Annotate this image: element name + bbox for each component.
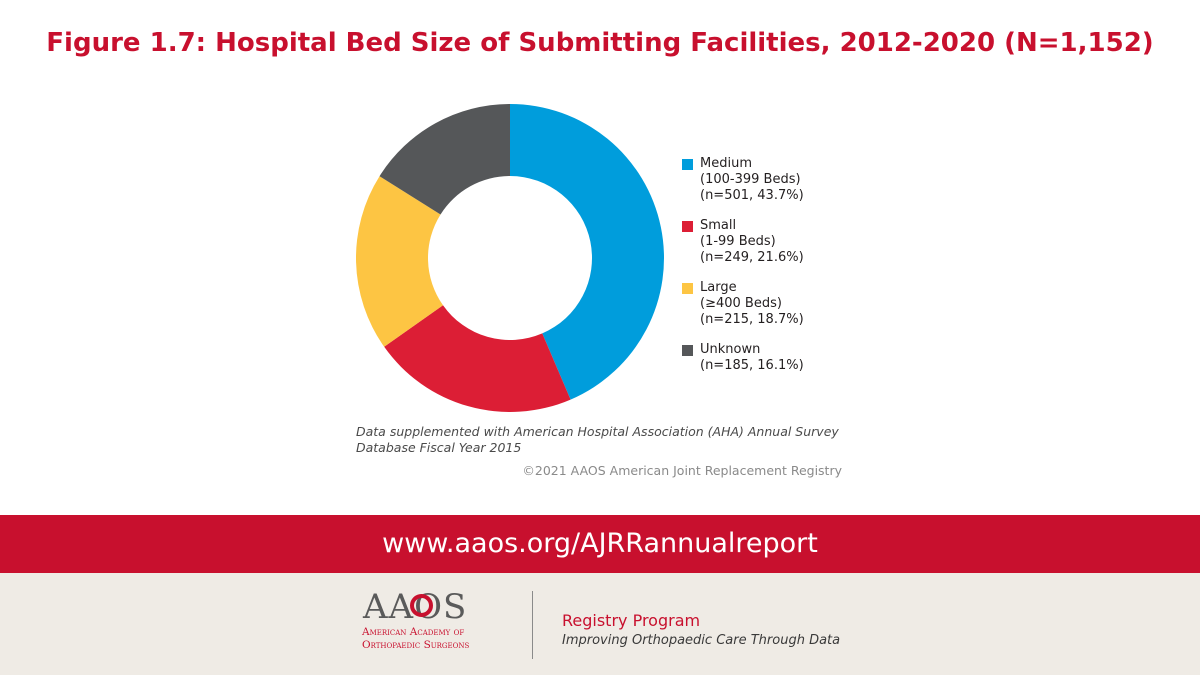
note-line-2: Database Fiscal Year 2015 bbox=[356, 440, 522, 455]
donut-slice-unknown bbox=[379, 104, 510, 215]
donut-slice-small bbox=[384, 305, 571, 412]
legend-label: Medium bbox=[700, 156, 752, 171]
legend-label: Large bbox=[700, 280, 737, 295]
legend-swatch bbox=[682, 221, 693, 232]
data-source-note: Data supplemented with American Hospital… bbox=[356, 424, 856, 456]
donut-chart bbox=[356, 104, 664, 412]
legend-stats: (n=249, 21.6%) bbox=[700, 250, 804, 265]
legend-swatch bbox=[682, 345, 693, 356]
legend-stats: (n=185, 16.1%) bbox=[700, 358, 804, 373]
legend-detail: (≥400 Beds) bbox=[700, 296, 782, 311]
aaos-logo-subtitle: American Academy of Orthopaedic Surgeons bbox=[362, 626, 522, 652]
legend-item-medium: Medium (100-399 Beds) (n=501, 43.7%) bbox=[682, 156, 804, 204]
legend-detail: (100-399 Beds) bbox=[700, 172, 801, 187]
program-name: Registry Program bbox=[562, 611, 701, 630]
footer-divider bbox=[532, 591, 533, 659]
chart-legend: Medium (100-399 Beds) (n=501, 43.7%) Small(… bbox=[682, 156, 804, 388]
legend-swatch bbox=[682, 283, 693, 294]
footer: AAOS American Academy of Orthopaedic Sur… bbox=[0, 573, 1200, 675]
donut-slice-large bbox=[356, 176, 444, 347]
legend-label: Unknown bbox=[700, 342, 761, 357]
donut-slice-medium bbox=[510, 104, 664, 400]
chart-title: Figure 1.7: Hospital Bed Size of Submitt… bbox=[46, 28, 1154, 58]
legend-item-large: Large (≥400 Beds) (n=215, 18.7%) bbox=[682, 280, 804, 328]
legend-detail: (1-99 Beds) bbox=[700, 234, 776, 249]
program-tagline: Improving Orthopaedic Care Through Data bbox=[562, 633, 841, 648]
legend-stats: (n=501, 43.7%) bbox=[700, 188, 804, 203]
note-line-1: Data supplemented with American Hospital… bbox=[356, 424, 839, 439]
copyright-text: ©2021 AAOS American Joint Replacement Re… bbox=[522, 463, 842, 478]
legend-stats: (n=215, 18.7%) bbox=[700, 312, 804, 327]
legend-item-small: Small (1-99 Beds) (n=249, 21.6%) bbox=[682, 218, 804, 266]
legend-item-unknown: Unknown (n=185, 16.1%) bbox=[682, 342, 804, 374]
logo-sub-line-2: Orthopaedic Surgeons bbox=[362, 639, 470, 651]
report-url-link[interactable]: www.aaos.org/AJRRannualreport bbox=[0, 515, 1200, 573]
legend-label: Small bbox=[700, 218, 737, 233]
logo-sub-line-1: American Academy of bbox=[362, 626, 465, 638]
legend-swatch bbox=[682, 159, 693, 170]
logo-ring-icon bbox=[410, 594, 433, 617]
